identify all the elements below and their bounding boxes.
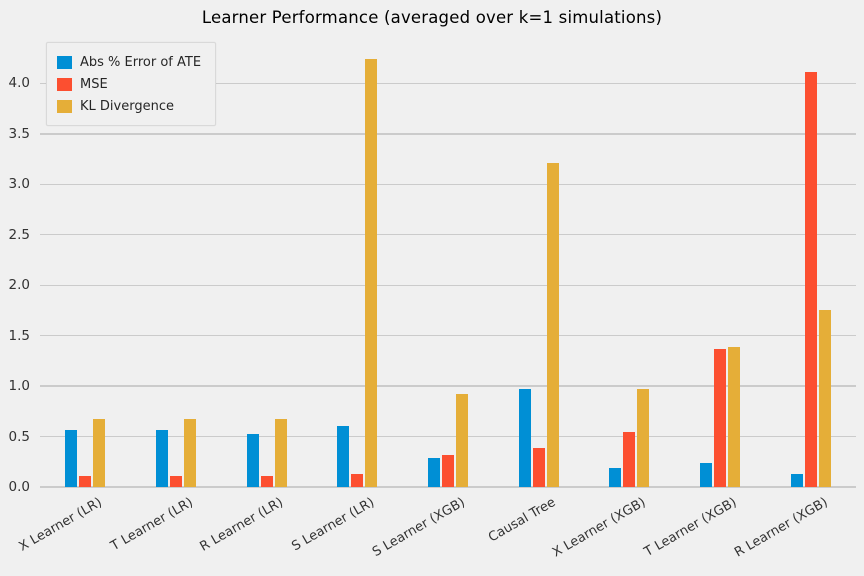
x-tick-label: S Learner (LR) (289, 495, 377, 555)
bar-mse (79, 475, 92, 487)
bar-abs-error-of-ate (700, 462, 712, 487)
y-tick-label: 3.5 (8, 125, 30, 142)
bar-abs-error-of-ate (156, 430, 168, 487)
legend-label: KL Divergence (80, 98, 174, 114)
y-tick-label: 2.0 (8, 277, 30, 294)
gridline (40, 486, 856, 488)
y-tick-label: 1.0 (8, 378, 30, 395)
y-tick-label: 3.0 (8, 176, 30, 193)
legend-item: KL Divergence (57, 95, 201, 117)
bar-kl-divergence (274, 419, 287, 487)
bar-mse (714, 348, 726, 487)
bar-mse (804, 72, 817, 487)
bar-kl-divergence (184, 419, 196, 487)
bar-mse (351, 473, 364, 487)
x-tick-label: T Learner (LR) (108, 495, 196, 555)
x-tick-label: R Learner (LR) (197, 495, 287, 555)
bar-kl-divergence (818, 310, 831, 487)
legend-label: MSE (80, 76, 108, 92)
bar-kl-divergence (546, 163, 559, 487)
gridline (40, 183, 856, 185)
bar-kl-divergence (365, 59, 378, 487)
legend-item: Abs % Error of ATE (57, 51, 201, 73)
y-tick-label: 4.0 (8, 75, 30, 92)
bar-abs-error-of-ate (65, 430, 78, 487)
bar-kl-divergence (728, 346, 740, 487)
gridline (40, 284, 856, 286)
y-tick-label: 0.0 (8, 479, 30, 495)
bar-kl-divergence (637, 389, 650, 487)
legend-swatch-icon (57, 55, 72, 69)
bar-abs-error-of-ate (337, 426, 350, 487)
bar-abs-error-of-ate (246, 433, 259, 487)
y-tick-label: 0.5 (8, 428, 30, 445)
bar-abs-error-of-ate (790, 473, 803, 487)
x-tick-label: X Learner (XGB) (550, 495, 649, 561)
bar-kl-divergence (93, 419, 106, 487)
bar-kl-divergence (456, 394, 468, 487)
bar-mse (623, 431, 636, 487)
y-tick-label: 2.5 (8, 226, 30, 243)
bar-abs-error-of-ate (609, 467, 622, 487)
bar-mse (442, 454, 454, 487)
gridline (40, 234, 856, 236)
legend-swatch-icon (57, 99, 72, 113)
gridline (40, 435, 856, 438)
y-tick-label: 1.5 (8, 327, 30, 344)
gridline (40, 133, 856, 135)
legend-label: Abs % Error of ATE (80, 54, 202, 70)
legend-item: MSE (57, 73, 201, 95)
x-tick-label: T Learner (XGB) (641, 495, 740, 560)
gridline (40, 82, 856, 85)
bar-abs-error-of-ate (518, 389, 531, 487)
x-tick-label: R Learner (XGB) (731, 495, 831, 561)
bar-mse (170, 475, 182, 487)
bar-abs-error-of-ate (428, 457, 440, 487)
x-tick-label: S Learner (XGB) (369, 495, 468, 561)
chart-title: Learner Performance (averaged over k=1 s… (201, 8, 663, 27)
gridline (40, 385, 856, 387)
gridline (40, 334, 856, 337)
bar-mse (532, 447, 545, 487)
plot-area (40, 38, 856, 488)
bar-mse (260, 475, 273, 487)
legend: Abs % Error of ATE MSE KL Divergence (46, 42, 217, 126)
x-tick-label: Causal Tree (485, 495, 559, 546)
legend-swatch-icon (57, 77, 72, 91)
x-tick-label: X Learner (LR) (16, 495, 105, 555)
